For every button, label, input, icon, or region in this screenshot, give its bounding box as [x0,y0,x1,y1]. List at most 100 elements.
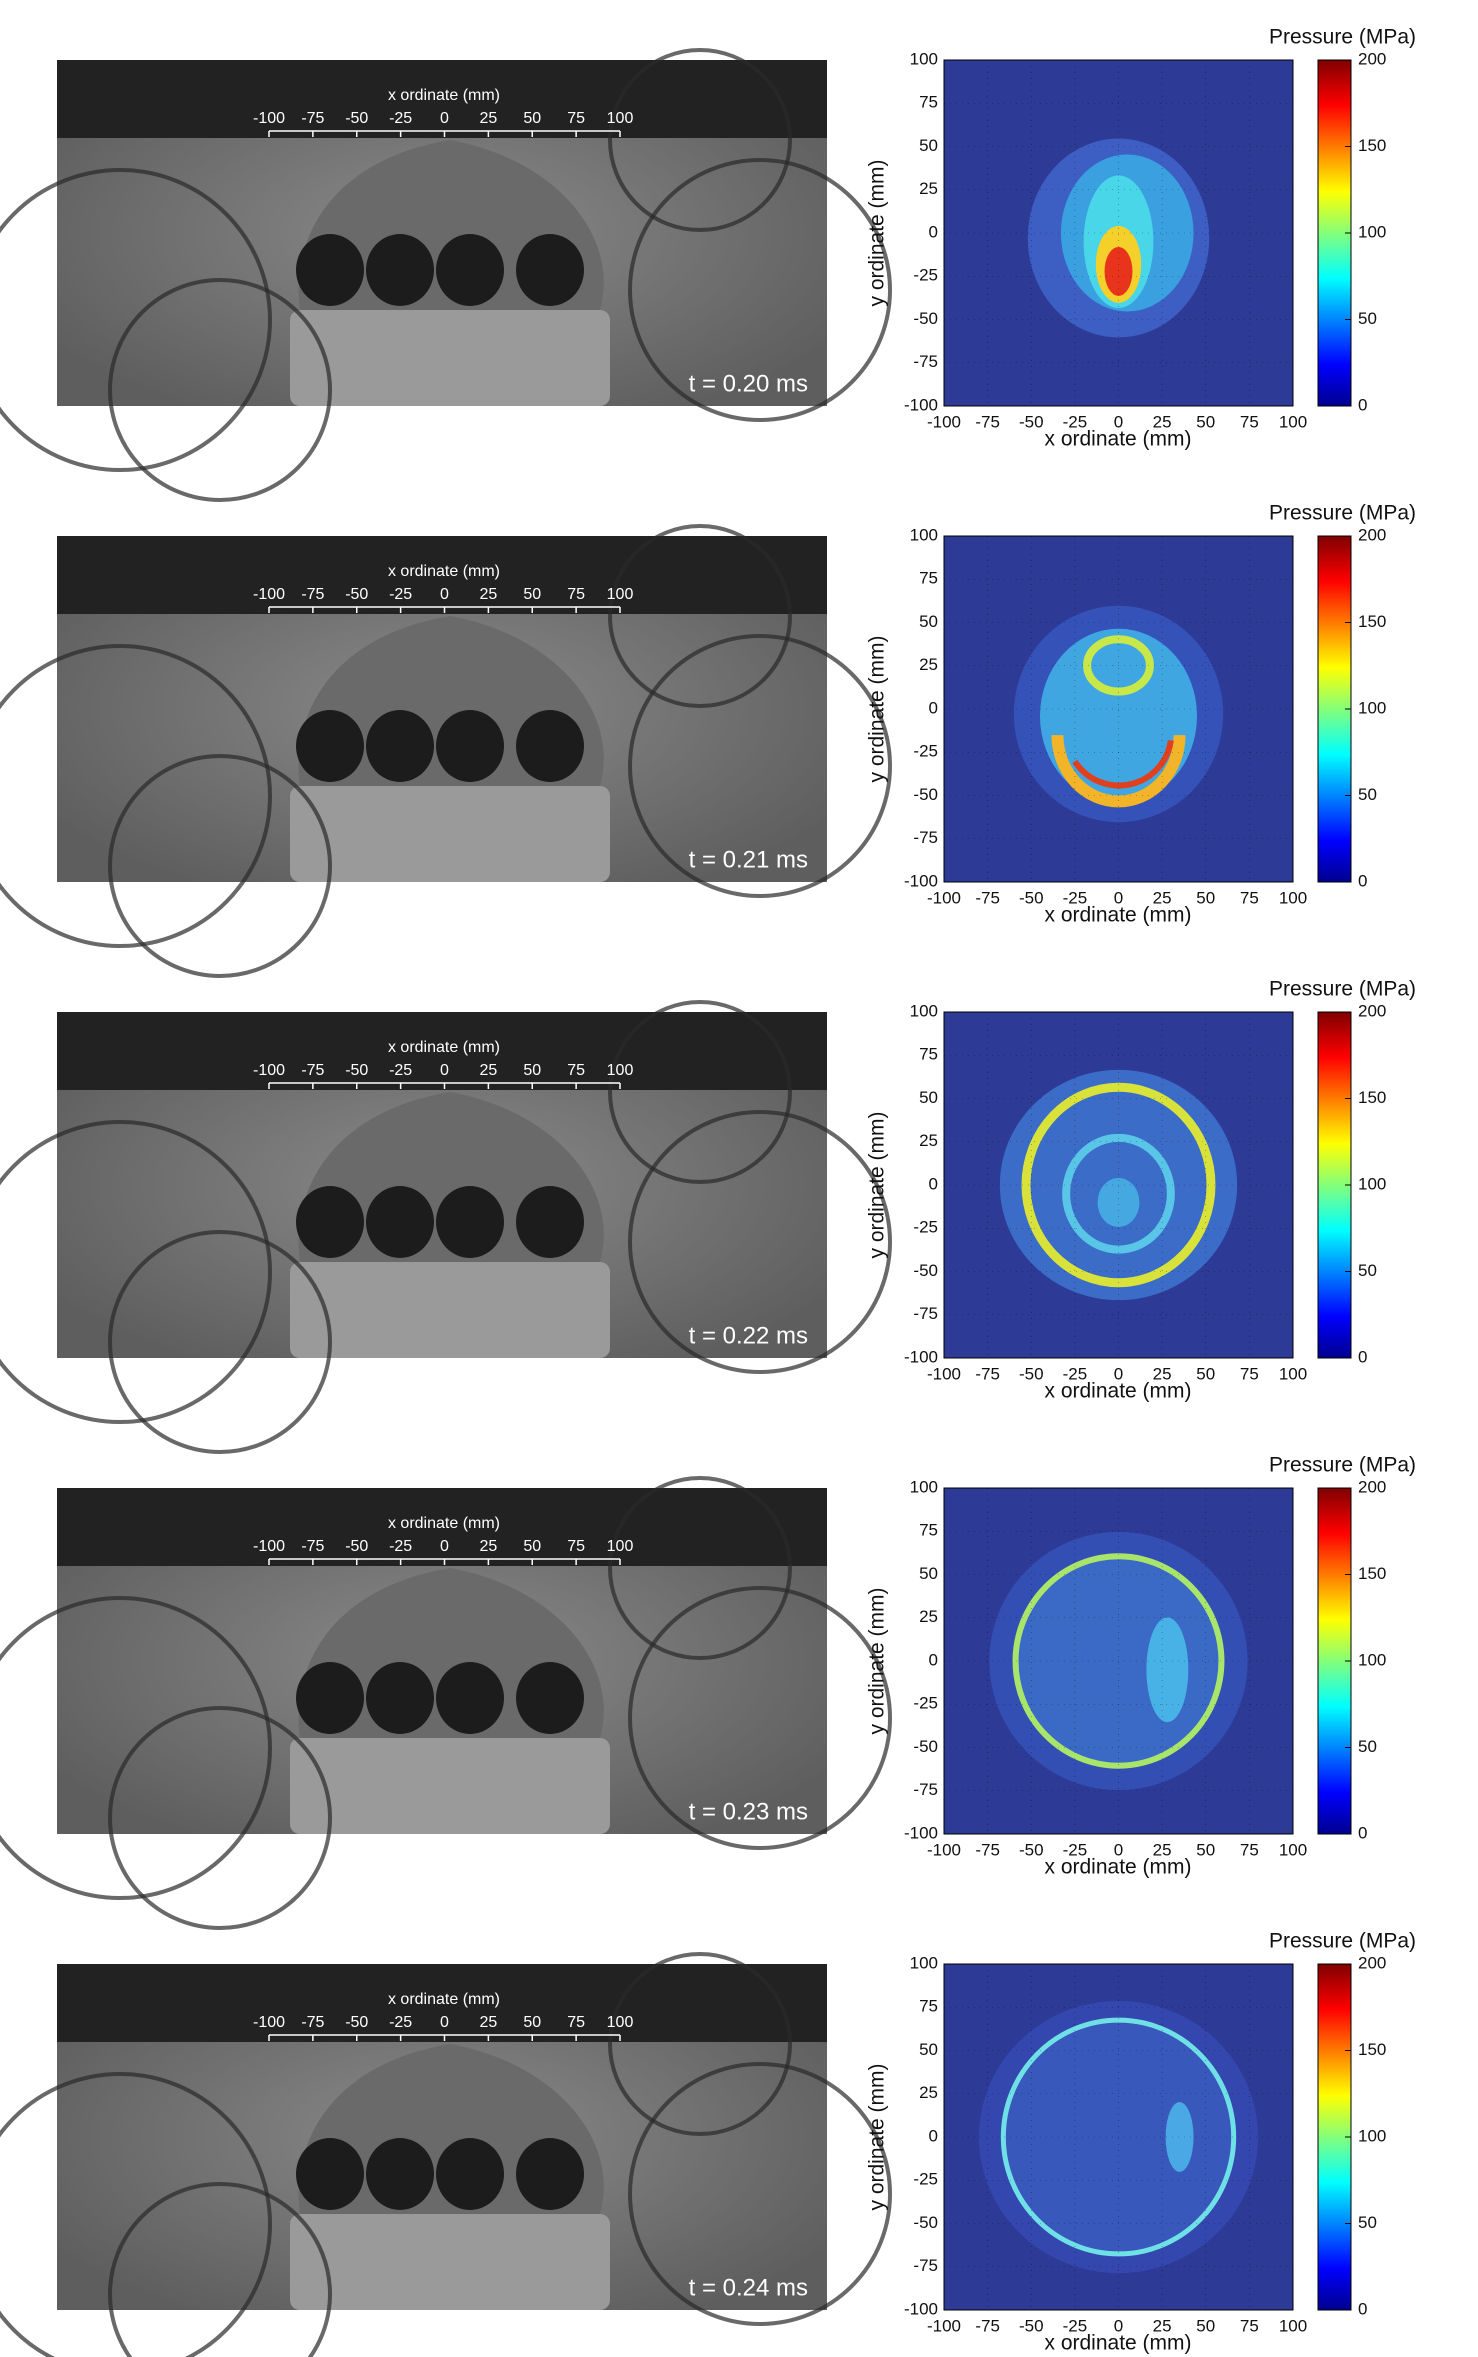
y-tick-label: -25 [913,2170,938,2189]
y-tick-label: 50 [919,1088,938,1107]
y-tick-label: 25 [919,179,938,198]
photo-blob [516,710,584,782]
y-tick-label: -25 [913,742,938,761]
photo-blob [436,2138,504,2210]
photo-axis-label: x ordinate (mm) [388,1515,500,1532]
photo-blob [296,1186,364,1258]
y-tick-label: -75 [913,2256,938,2275]
x-tick-label: 50 [1196,888,1215,907]
y-tick-label: 25 [919,1131,938,1150]
y-axis-label: y ordinate (mm) [866,2063,889,2210]
y-tick-label: -100 [904,395,938,414]
x-axis-label: x ordinate (mm) [1044,428,1191,451]
photo-blob [296,1662,364,1734]
x-tick-label: -100 [927,2316,961,2335]
x-tick-label: 50 [1196,1840,1215,1859]
y-axis-label: y ordinate (mm) [866,159,889,306]
x-axis-label: x ordinate (mm) [1044,1856,1191,1879]
contour [1166,2102,1194,2172]
y-tick-label: 0 [929,698,938,717]
photo-tick-label: -50 [345,2014,368,2031]
colorbar-tick-label: 50 [1358,309,1377,328]
colorbar-tick-label: 200 [1358,49,1386,68]
colorbar-label: Pressure (MPa) [1269,1930,1416,1953]
y-tick-label: 0 [929,1650,938,1669]
photo-tick-label: -100 [253,1538,285,1555]
photo-blob [296,234,364,306]
colorbar-tick-label: 50 [1358,785,1377,804]
x-axis-label: x ordinate (mm) [1044,2332,1191,2355]
colorbar-tick-label: 200 [1358,525,1386,544]
photo-tick-label: -100 [253,110,285,127]
colorbar-tick-label: 0 [1358,871,1367,890]
colorbar-tick-label: 200 [1358,1001,1386,1020]
y-tick-label: -50 [913,1261,938,1280]
colorbar-tick-label: 200 [1358,1953,1386,1972]
photo-tick-label: 75 [567,1538,585,1555]
x-tick-label: -100 [927,888,961,907]
y-tick-label: -75 [913,352,938,371]
y-tick-label: -50 [913,785,938,804]
colorbar-tick-label: 50 [1358,1261,1377,1280]
photo-tick-label: 100 [607,1538,634,1555]
photo-tick-label: -75 [301,586,324,603]
y-tick-label: 50 [919,612,938,631]
time-label: t = 0.20 ms [689,370,808,397]
photo-tick-label: 50 [523,1538,541,1555]
photo: x ordinate (mm)-100-75-50-250255075100t … [0,526,890,976]
photo-tick-label: -75 [301,1062,324,1079]
photo-charge [290,1738,610,1834]
photo-tick-label: -50 [345,110,368,127]
y-tick-label: 100 [910,1953,938,1972]
photo-tick-label: -25 [389,1062,412,1079]
y-tick-label: 100 [910,49,938,68]
photo-blob [436,1186,504,1258]
y-tick-label: 75 [919,1521,938,1540]
photo-tick-label: 0 [440,1062,449,1079]
photo-tick-label: 0 [440,110,449,127]
x-tick-label: 100 [1279,2316,1307,2335]
y-tick-label: 25 [919,655,938,674]
photo-tick-label: 100 [607,2014,634,2031]
panel: x ordinate (mm)-100-75-50-250255075100t … [0,502,1416,976]
photo-tick-label: 100 [607,1062,634,1079]
colorbar-tick-label: 150 [1358,1564,1386,1583]
time-label: t = 0.24 ms [689,2274,808,2301]
time-label: t = 0.21 ms [689,846,808,873]
y-tick-label: -25 [913,1218,938,1237]
colorbar-tick-label: 100 [1358,1650,1386,1669]
photo-blob [296,2138,364,2210]
y-tick-label: 0 [929,2126,938,2145]
photo-tick-label: -25 [389,586,412,603]
photo-tick-label: -50 [345,586,368,603]
y-tick-label: -25 [913,266,938,285]
y-tick-label: -100 [904,1823,938,1842]
figure: x ordinate (mm) -100 -75 -50 -25 0 25 50 75 100 t … [0,0,1478,2357]
photo-blob [436,710,504,782]
x-tick-label: -50 [1019,1840,1044,1859]
x-tick-label: -50 [1019,412,1044,431]
photo-axis-label: x ordinate (mm) [388,563,500,580]
colorbar-tick-label: 200 [1358,1477,1386,1496]
photo-axis-label: x ordinate (mm) [388,1039,500,1056]
photo-blob [516,234,584,306]
x-tick-label: 75 [1240,1840,1259,1859]
photo-axis-label: x ordinate (mm) [388,87,500,104]
x-tick-label: 75 [1240,2316,1259,2335]
colorbar-tick-label: 100 [1358,1174,1386,1193]
y-tick-label: -100 [904,2299,938,2318]
photo-blob [366,1186,434,1258]
x-tick-label: -75 [975,2316,1000,2335]
x-tick-label: -50 [1019,888,1044,907]
photo: x ordinate (mm)-100-75-50-250255075100t … [0,50,890,500]
x-tick-label: 50 [1196,2316,1215,2335]
photo-tick-label: -100 [253,1062,285,1079]
photo-tick-label: -50 [345,1062,368,1079]
photo-blob [516,2138,584,2210]
colorbar-tick-label: 100 [1358,698,1386,717]
x-tick-label: -100 [927,1840,961,1859]
photo-charge [290,786,610,882]
panel: x ordinate (mm)-100-75-50-250255075100t … [0,978,1416,1452]
